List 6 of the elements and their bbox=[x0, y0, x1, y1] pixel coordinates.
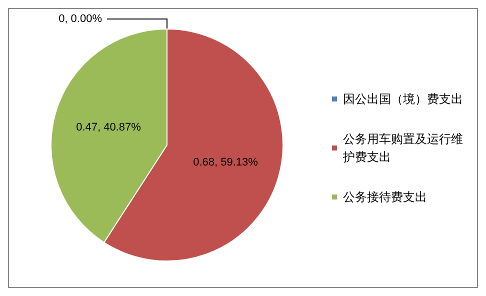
legend-label: 公务接待费支出 bbox=[343, 190, 427, 204]
legend-label: 因公出国（境）费支出 bbox=[343, 92, 463, 106]
legend-label: 公务用车购置及运行维护费支出 bbox=[342, 132, 463, 164]
text: 0, 0.00% bbox=[58, 13, 102, 25]
data-label: 0.47, 40.87% bbox=[76, 122, 142, 134]
data-label: 0.68, 59.13% bbox=[193, 156, 258, 168]
